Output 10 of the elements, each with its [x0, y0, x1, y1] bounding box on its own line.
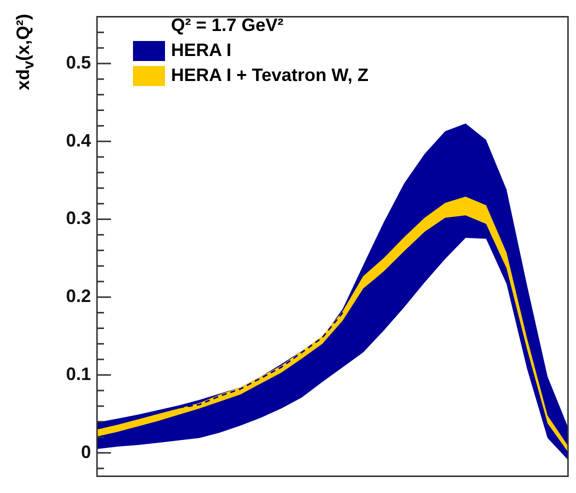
line-series [178, 312, 344, 408]
legend-label: HERA I [171, 39, 232, 62]
legend-title: Q² = 1.7 GeV² [170, 14, 285, 37]
y-tick-label: 0.2 [66, 286, 91, 306]
y-tick-label: 0.1 [66, 364, 91, 384]
y-tick-label: 0.4 [66, 130, 91, 150]
legend-label: HERA I + Tevatron W, Z [171, 64, 369, 87]
y-tick-label: 0.3 [66, 208, 91, 228]
y-tick-label: 0.5 [66, 52, 91, 72]
y-tick-label: 0 [80, 442, 91, 462]
